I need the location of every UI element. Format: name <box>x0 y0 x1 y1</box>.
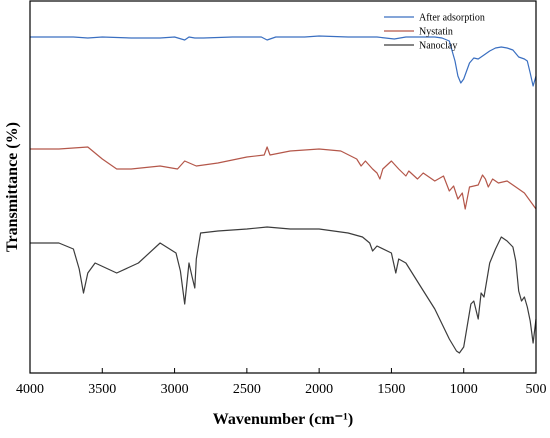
legend: After adsorption Nystatin Nanoclay <box>384 13 485 52</box>
x-tick-label: 3000 <box>161 382 189 397</box>
x-tick-label: 3500 <box>88 382 116 397</box>
series-line-after-adsorption <box>30 35 537 87</box>
y-axis-label: Transmittance (%) <box>4 122 21 252</box>
legend-label: After adsorption <box>419 13 485 24</box>
x-tick-label: 1500 <box>377 382 405 397</box>
spectra-layer <box>30 35 537 354</box>
legend-label: Nanoclay <box>419 41 457 52</box>
axes-layer <box>29 0 537 374</box>
x-tick-label: 500 <box>526 382 547 397</box>
series-line-nystatin <box>30 146 537 210</box>
x-tick-label: 2500 <box>233 382 261 397</box>
x-tick-label: 1000 <box>450 382 478 397</box>
plot-frame <box>29 0 537 374</box>
x-axis-label: Wavenumber (cm⁻¹) <box>213 411 353 428</box>
x-tick-label: 2000 <box>305 382 333 397</box>
x-tick-label: 4000 <box>16 382 44 397</box>
series-line-nanoclay <box>30 226 537 354</box>
x-ticks: 4000 3500 3000 2500 2000 1500 1000 500 <box>16 368 547 397</box>
legend-label: Nystatin <box>419 27 453 38</box>
